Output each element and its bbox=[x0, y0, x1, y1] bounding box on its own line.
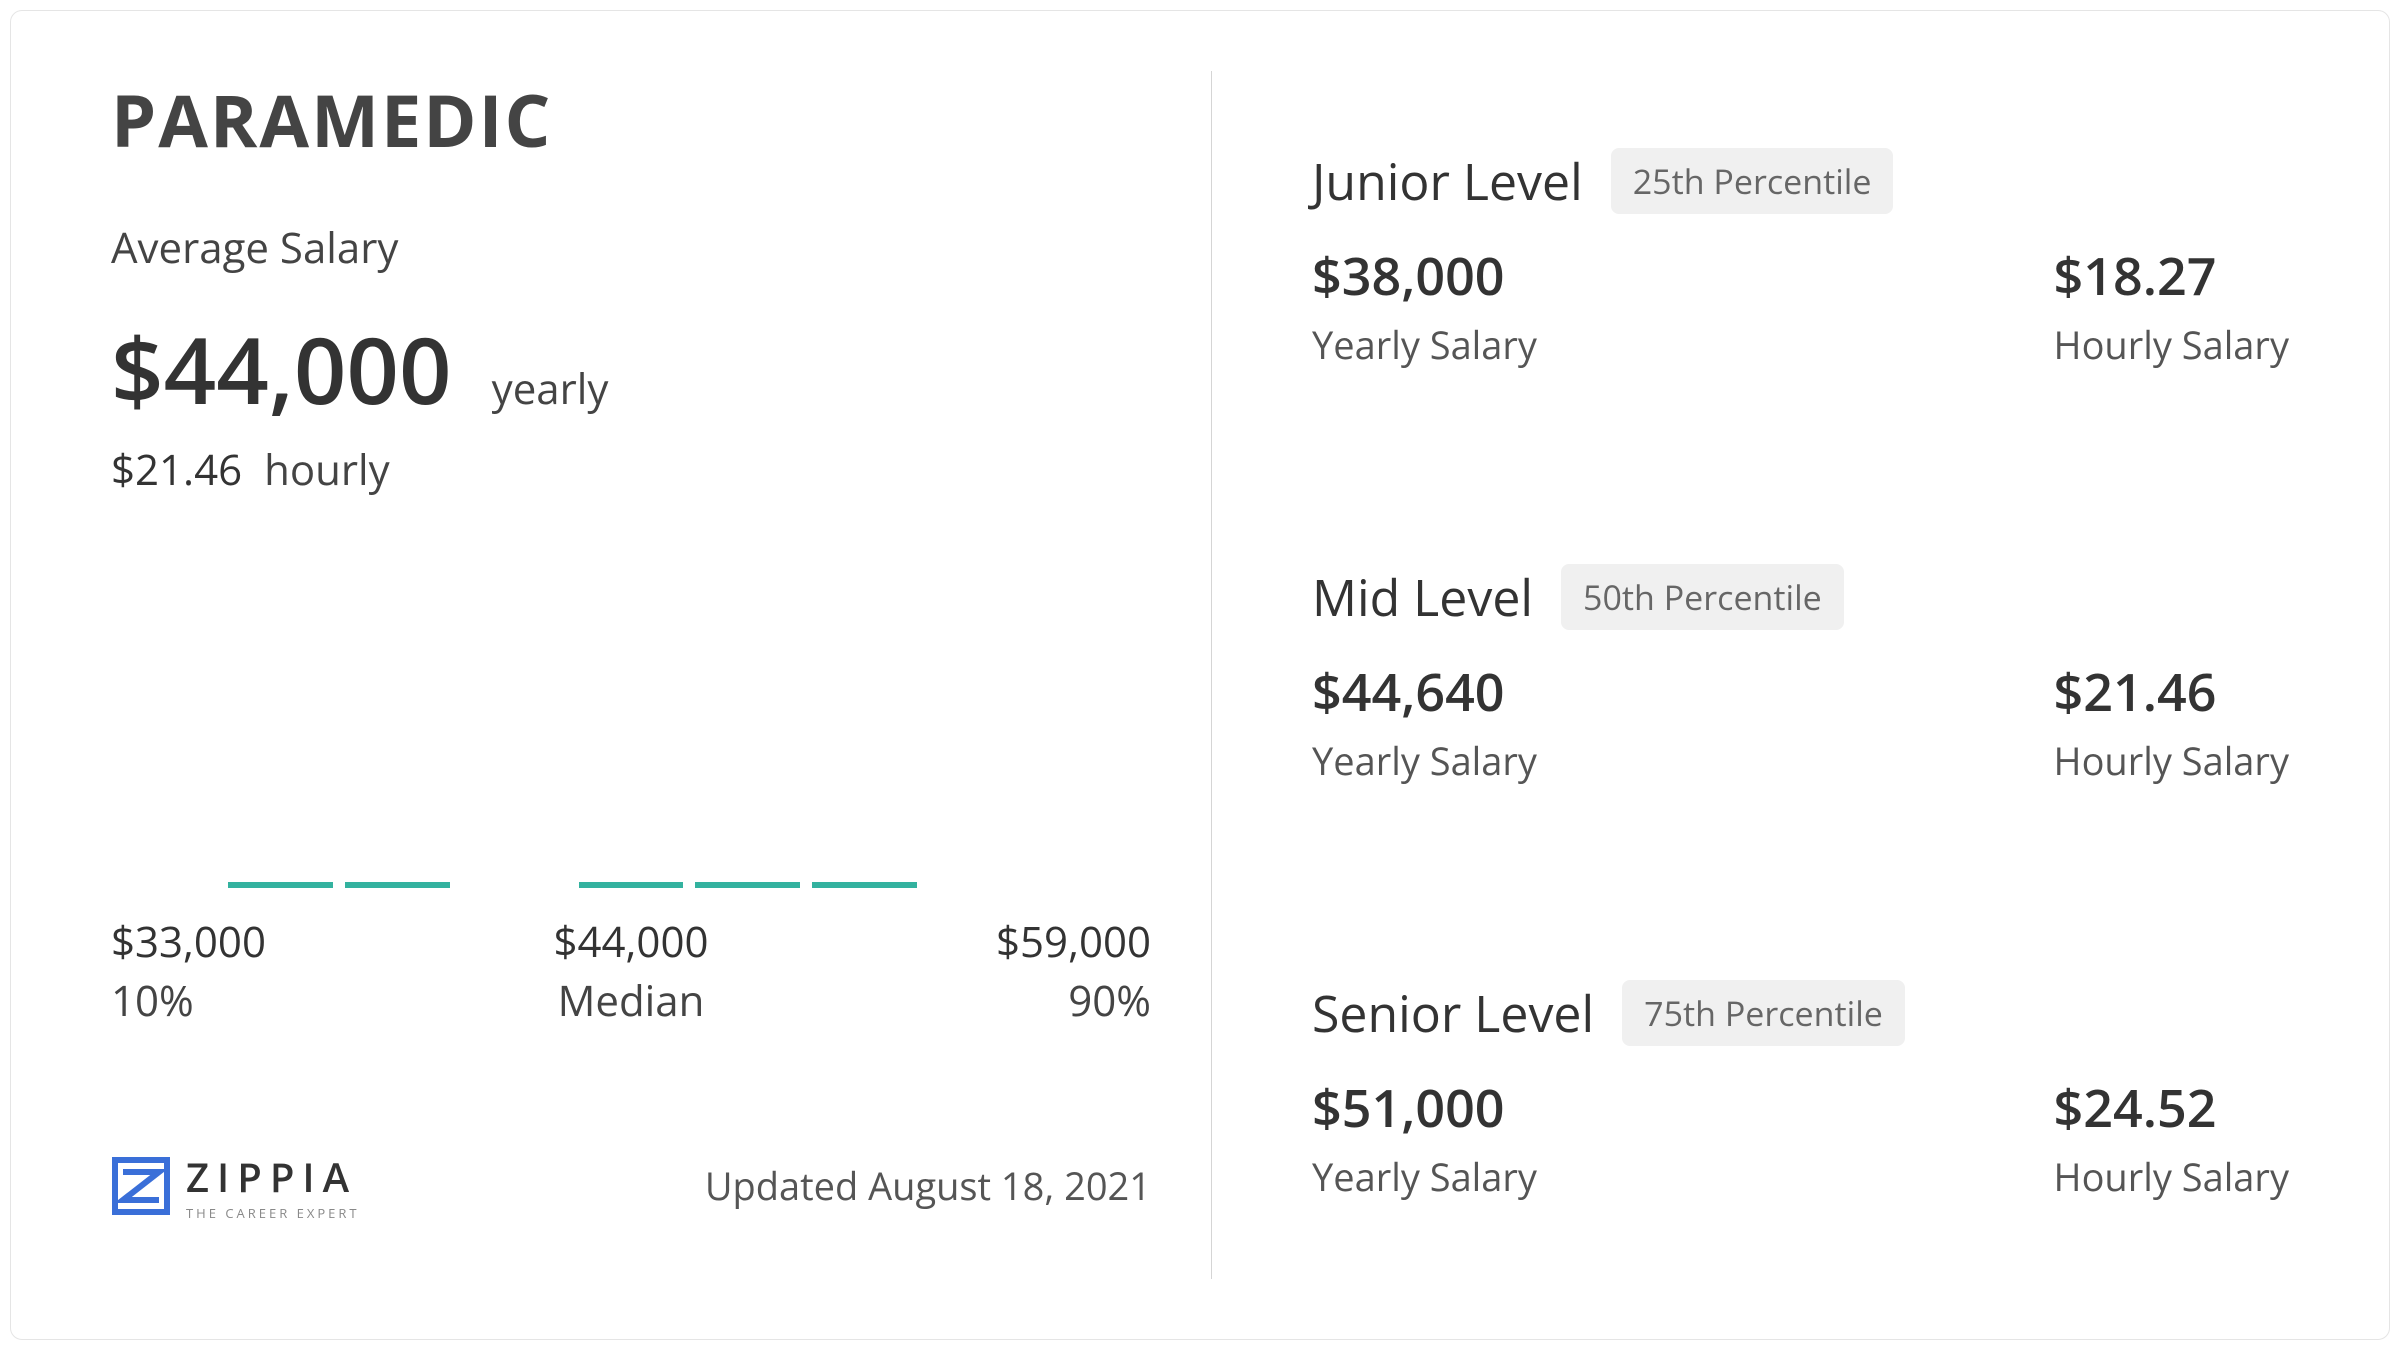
level-title: Mid Level bbox=[1312, 563, 1533, 631]
chart-labels: $33,000 10% $44,000 Median $59,000 90% bbox=[111, 913, 1151, 1029]
job-title: PARAMEDIC bbox=[111, 71, 1151, 169]
yearly-amount: $44,000 bbox=[111, 306, 452, 431]
yearly-amount: $44,640 bbox=[1312, 656, 1537, 727]
hourly-label: Hourly Salary bbox=[2054, 735, 2289, 787]
yearly-unit: yearly bbox=[492, 360, 609, 417]
yearly-col: $44,640 Yearly Salary bbox=[1312, 656, 1537, 787]
chart-center-value: $44,000 bbox=[554, 913, 709, 970]
logo-icon bbox=[111, 1156, 171, 1216]
level-block: Senior Level 75th Percentile $51,000 Yearly… bbox=[1312, 979, 2289, 1203]
hourly-amount: $21.46 bbox=[2054, 656, 2289, 727]
chart-label-center: $44,000 Median bbox=[554, 913, 709, 1029]
chart-center-sub: Median bbox=[558, 972, 705, 1029]
hourly-amount: $18.27 bbox=[2054, 240, 2289, 311]
left-panel: PARAMEDIC Average Salary $44,000 yearly … bbox=[111, 71, 1211, 1279]
salary-infographic: PARAMEDIC Average Salary $44,000 yearly … bbox=[10, 10, 2390, 1340]
level-header: Mid Level 50th Percentile bbox=[1312, 563, 2289, 631]
logo-tagline: THE CAREER EXPERT bbox=[186, 1204, 360, 1222]
level-data-row: $38,000 Yearly Salary $18.27 Hourly Salary bbox=[1312, 240, 2289, 371]
chart-label-right: $59,000 90% bbox=[996, 913, 1151, 1029]
chart-bar bbox=[1046, 880, 1151, 888]
updated-date: Updated August 18, 2021 bbox=[705, 1160, 1151, 1212]
level-title: Junior Level bbox=[1312, 147, 1583, 215]
level-header: Senior Level 75th Percentile bbox=[1312, 979, 2289, 1047]
yearly-label: Yearly Salary bbox=[1312, 319, 1537, 371]
percentile-badge: 75th Percentile bbox=[1622, 980, 1905, 1046]
bar-underline bbox=[345, 882, 450, 888]
level-data-row: $51,000 Yearly Salary $24.52 Hourly Salary bbox=[1312, 1072, 2289, 1203]
yearly-amount: $51,000 bbox=[1312, 1072, 1537, 1143]
bar-underline bbox=[812, 882, 917, 888]
chart-bar bbox=[579, 880, 684, 888]
hourly-col: $24.52 Hourly Salary bbox=[2054, 1072, 2289, 1203]
hourly-label: Hourly Salary bbox=[2054, 319, 2289, 371]
yearly-label: Yearly Salary bbox=[1312, 735, 1537, 787]
hourly-label: Hourly Salary bbox=[2054, 1151, 2289, 1203]
hourly-amount: $24.52 bbox=[2054, 1072, 2289, 1143]
footer: ZIPPIA THE CAREER EXPERT Updated August … bbox=[111, 1149, 1151, 1222]
average-salary-label: Average Salary bbox=[111, 219, 1151, 276]
level-title: Senior Level bbox=[1312, 979, 1594, 1047]
chart-right-value: $59,000 bbox=[996, 913, 1151, 970]
hourly-col: $21.46 Hourly Salary bbox=[2054, 656, 2289, 787]
percentile-badge: 25th Percentile bbox=[1611, 148, 1894, 214]
yearly-amount: $38,000 bbox=[1312, 240, 1537, 311]
chart-bar bbox=[111, 880, 216, 888]
chart-bar bbox=[695, 880, 800, 888]
chart-label-left: $33,000 10% bbox=[111, 913, 266, 1029]
chart-bar bbox=[462, 880, 567, 888]
percentile-badge: 50th Percentile bbox=[1561, 564, 1844, 630]
bar-underline bbox=[579, 882, 684, 888]
right-panel: Junior Level 25th Percentile $38,000 Yearly… bbox=[1211, 71, 2289, 1279]
level-data-row: $44,640 Yearly Salary $21.46 Hourly Salary bbox=[1312, 656, 2289, 787]
chart-right-sub: 90% bbox=[1068, 972, 1151, 1029]
chart-bar bbox=[812, 880, 917, 888]
level-block: Junior Level 25th Percentile $38,000 Yearly… bbox=[1312, 147, 2289, 371]
hourly-col: $18.27 Hourly Salary bbox=[2054, 240, 2289, 371]
chart-bar bbox=[228, 880, 333, 888]
level-header: Junior Level 25th Percentile bbox=[1312, 147, 2289, 215]
logo-name: ZIPPIA bbox=[186, 1149, 360, 1204]
chart-left-value: $33,000 bbox=[111, 913, 266, 970]
yearly-label: Yearly Salary bbox=[1312, 1151, 1537, 1203]
yearly-col: $38,000 Yearly Salary bbox=[1312, 240, 1537, 371]
chart-bar bbox=[345, 880, 450, 888]
logo-text: ZIPPIA THE CAREER EXPERT bbox=[186, 1149, 360, 1222]
bar-underline bbox=[228, 882, 333, 888]
yearly-salary-row: $44,000 yearly bbox=[111, 306, 1151, 431]
chart-bar bbox=[929, 880, 1034, 888]
yearly-col: $51,000 Yearly Salary bbox=[1312, 1072, 1537, 1203]
level-block: Mid Level 50th Percentile $44,640 Yearly Sa… bbox=[1312, 563, 2289, 787]
logo: ZIPPIA THE CAREER EXPERT bbox=[111, 1149, 360, 1222]
hourly-salary-row: $21.46 hourly bbox=[111, 441, 1151, 498]
bar-underline bbox=[695, 882, 800, 888]
hourly-unit: hourly bbox=[264, 441, 390, 498]
hourly-amount: $21.46 bbox=[111, 441, 242, 498]
distribution-chart: $33,000 10% $44,000 Median $59,000 90% bbox=[111, 548, 1151, 1029]
chart-left-sub: 10% bbox=[111, 972, 266, 1029]
